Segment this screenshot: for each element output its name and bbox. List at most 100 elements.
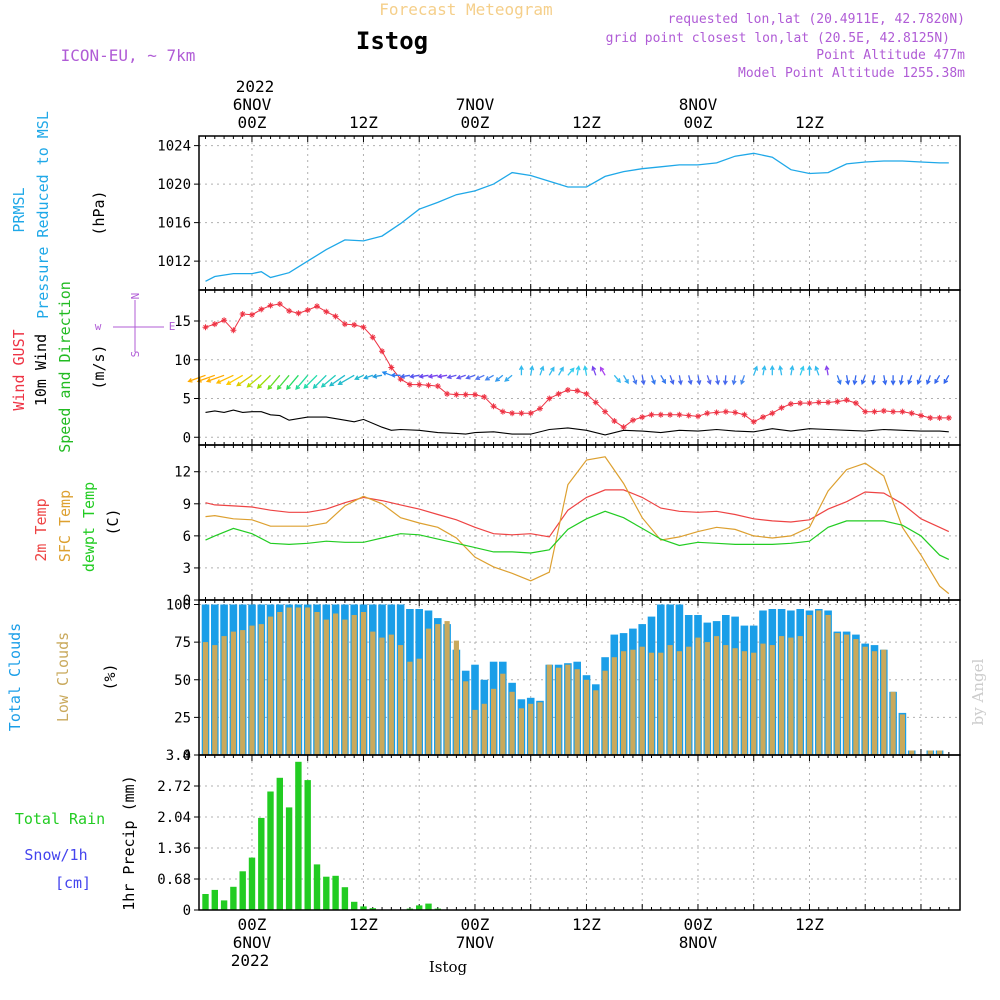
gust-point — [397, 376, 404, 383]
panel-wind: 0 5 10 15 — [174, 290, 960, 446]
gust-point — [351, 321, 358, 328]
gust-point — [787, 400, 794, 407]
wind-arrow — [418, 373, 429, 379]
low-cloud-bar — [212, 645, 218, 755]
bottom-hour-label: 12Z — [572, 915, 601, 934]
watermark: by Angel — [969, 658, 987, 725]
wind-arrow — [778, 365, 784, 376]
wind-arrow — [256, 374, 271, 389]
requested-coords: requested lon,lat (20.4911E, 42.7820N) — [668, 12, 965, 27]
top-hour-label: 12Z — [572, 113, 601, 132]
y-tick-label: 6 — [183, 529, 191, 545]
low-cloud-bar — [314, 612, 320, 755]
low-cloud-bar — [825, 615, 831, 755]
low-cloud-bar — [583, 679, 590, 755]
gust-point — [657, 411, 664, 418]
low-cloud-bar — [890, 691, 896, 755]
wind-arrow — [390, 372, 401, 378]
low-cloud-bar — [546, 664, 552, 755]
wind-arrow — [650, 375, 656, 385]
wind-arrow — [753, 365, 759, 376]
panel-labels: PRMSL Pressure Reduced to MSL (hPa) Wind GU… — [6, 111, 138, 911]
year-bottom: 2022 — [231, 951, 270, 970]
gust-point — [509, 410, 516, 417]
wind-arrow — [807, 364, 812, 376]
gust-point — [276, 300, 283, 307]
low-cloud-bar — [658, 652, 664, 755]
wind-arrow — [205, 374, 225, 383]
wind-arrow — [660, 374, 666, 385]
gust-point — [332, 313, 339, 320]
low-cloud-bar — [788, 637, 794, 755]
low-cloud-bar — [500, 673, 506, 755]
label-snow: Snow/1h — [24, 846, 87, 864]
gust-point — [797, 400, 804, 407]
bottom-hour-label: 00Z — [238, 915, 267, 934]
rain-bar — [360, 906, 367, 910]
footer-station: Istog — [429, 958, 468, 976]
wind-arrow — [446, 374, 457, 380]
wind-arrow — [640, 375, 646, 386]
gust-point — [555, 390, 562, 397]
rain-bar — [351, 901, 358, 910]
low-cloud-bar — [537, 702, 543, 755]
gust-point — [388, 364, 395, 371]
wind-arrow — [484, 374, 494, 381]
bottom-hour-label: 00Z — [461, 915, 490, 934]
low-cloud-bar — [927, 750, 933, 755]
top-hour-label: 00Z — [238, 113, 267, 132]
low-cloud-bar — [630, 649, 636, 755]
chart-panels: 1012101610201024051015036912025507510000… — [157, 135, 961, 919]
low-cloud-bar — [379, 637, 385, 755]
gust-point — [323, 308, 330, 315]
y-tick-label: 1024 — [157, 139, 191, 155]
y-tick-label: 12 — [174, 465, 191, 481]
top-day-label: 6NOV — [233, 95, 272, 114]
low-cloud-bar — [342, 619, 348, 755]
low-cloud-bar — [230, 631, 236, 755]
low-cloud-bar — [370, 631, 376, 755]
low-cloud-bar — [667, 645, 673, 755]
wind-arrow — [494, 374, 504, 382]
low-cloud-bar — [732, 648, 738, 755]
low-cloud-bar — [704, 642, 710, 755]
rain-bar — [276, 777, 283, 910]
low-cloud-bar — [648, 652, 655, 755]
rain-bar — [332, 875, 339, 910]
gust-point — [286, 307, 293, 314]
bottom-day-label: 6NOV — [233, 933, 272, 952]
wind-arrow — [882, 375, 888, 386]
y-tick-label: 1016 — [157, 216, 191, 232]
low-cloud-bar — [723, 645, 729, 755]
label-wind-gust: Wind GUST — [10, 329, 28, 410]
y-tick-label: 15 — [174, 314, 191, 330]
low-cloud-bar — [453, 640, 459, 755]
low-cloud-bar — [333, 613, 339, 755]
label-prmsl: PRMSL — [10, 187, 28, 232]
y-tick-label: 3.4 — [166, 748, 191, 764]
gust-point — [434, 383, 441, 390]
low-cloud-bar — [351, 615, 357, 755]
rain-bar — [369, 908, 376, 910]
gust-point — [471, 391, 478, 398]
wind-arrow — [687, 375, 693, 386]
label-c: (C) — [104, 508, 122, 535]
wind-arrow — [632, 375, 638, 385]
wind-arrow — [769, 364, 775, 376]
year-top: 2022 — [236, 77, 275, 96]
label-total-clouds: Total Clouds — [6, 623, 24, 731]
wind-arrow — [575, 365, 581, 376]
rain-bar — [304, 780, 311, 910]
gust-point — [537, 405, 544, 412]
rain-bar — [425, 903, 432, 910]
gust-point — [490, 403, 497, 410]
rain-bar — [341, 887, 349, 910]
gust-point — [639, 414, 646, 421]
wind-arrow — [225, 374, 244, 385]
gust-point — [843, 397, 850, 404]
wind-arrow — [320, 374, 337, 388]
low-cloud-bar — [249, 625, 255, 755]
low-cloud-bar — [202, 642, 209, 755]
wind-arrow — [799, 365, 805, 376]
low-cloud-bar — [695, 637, 701, 755]
